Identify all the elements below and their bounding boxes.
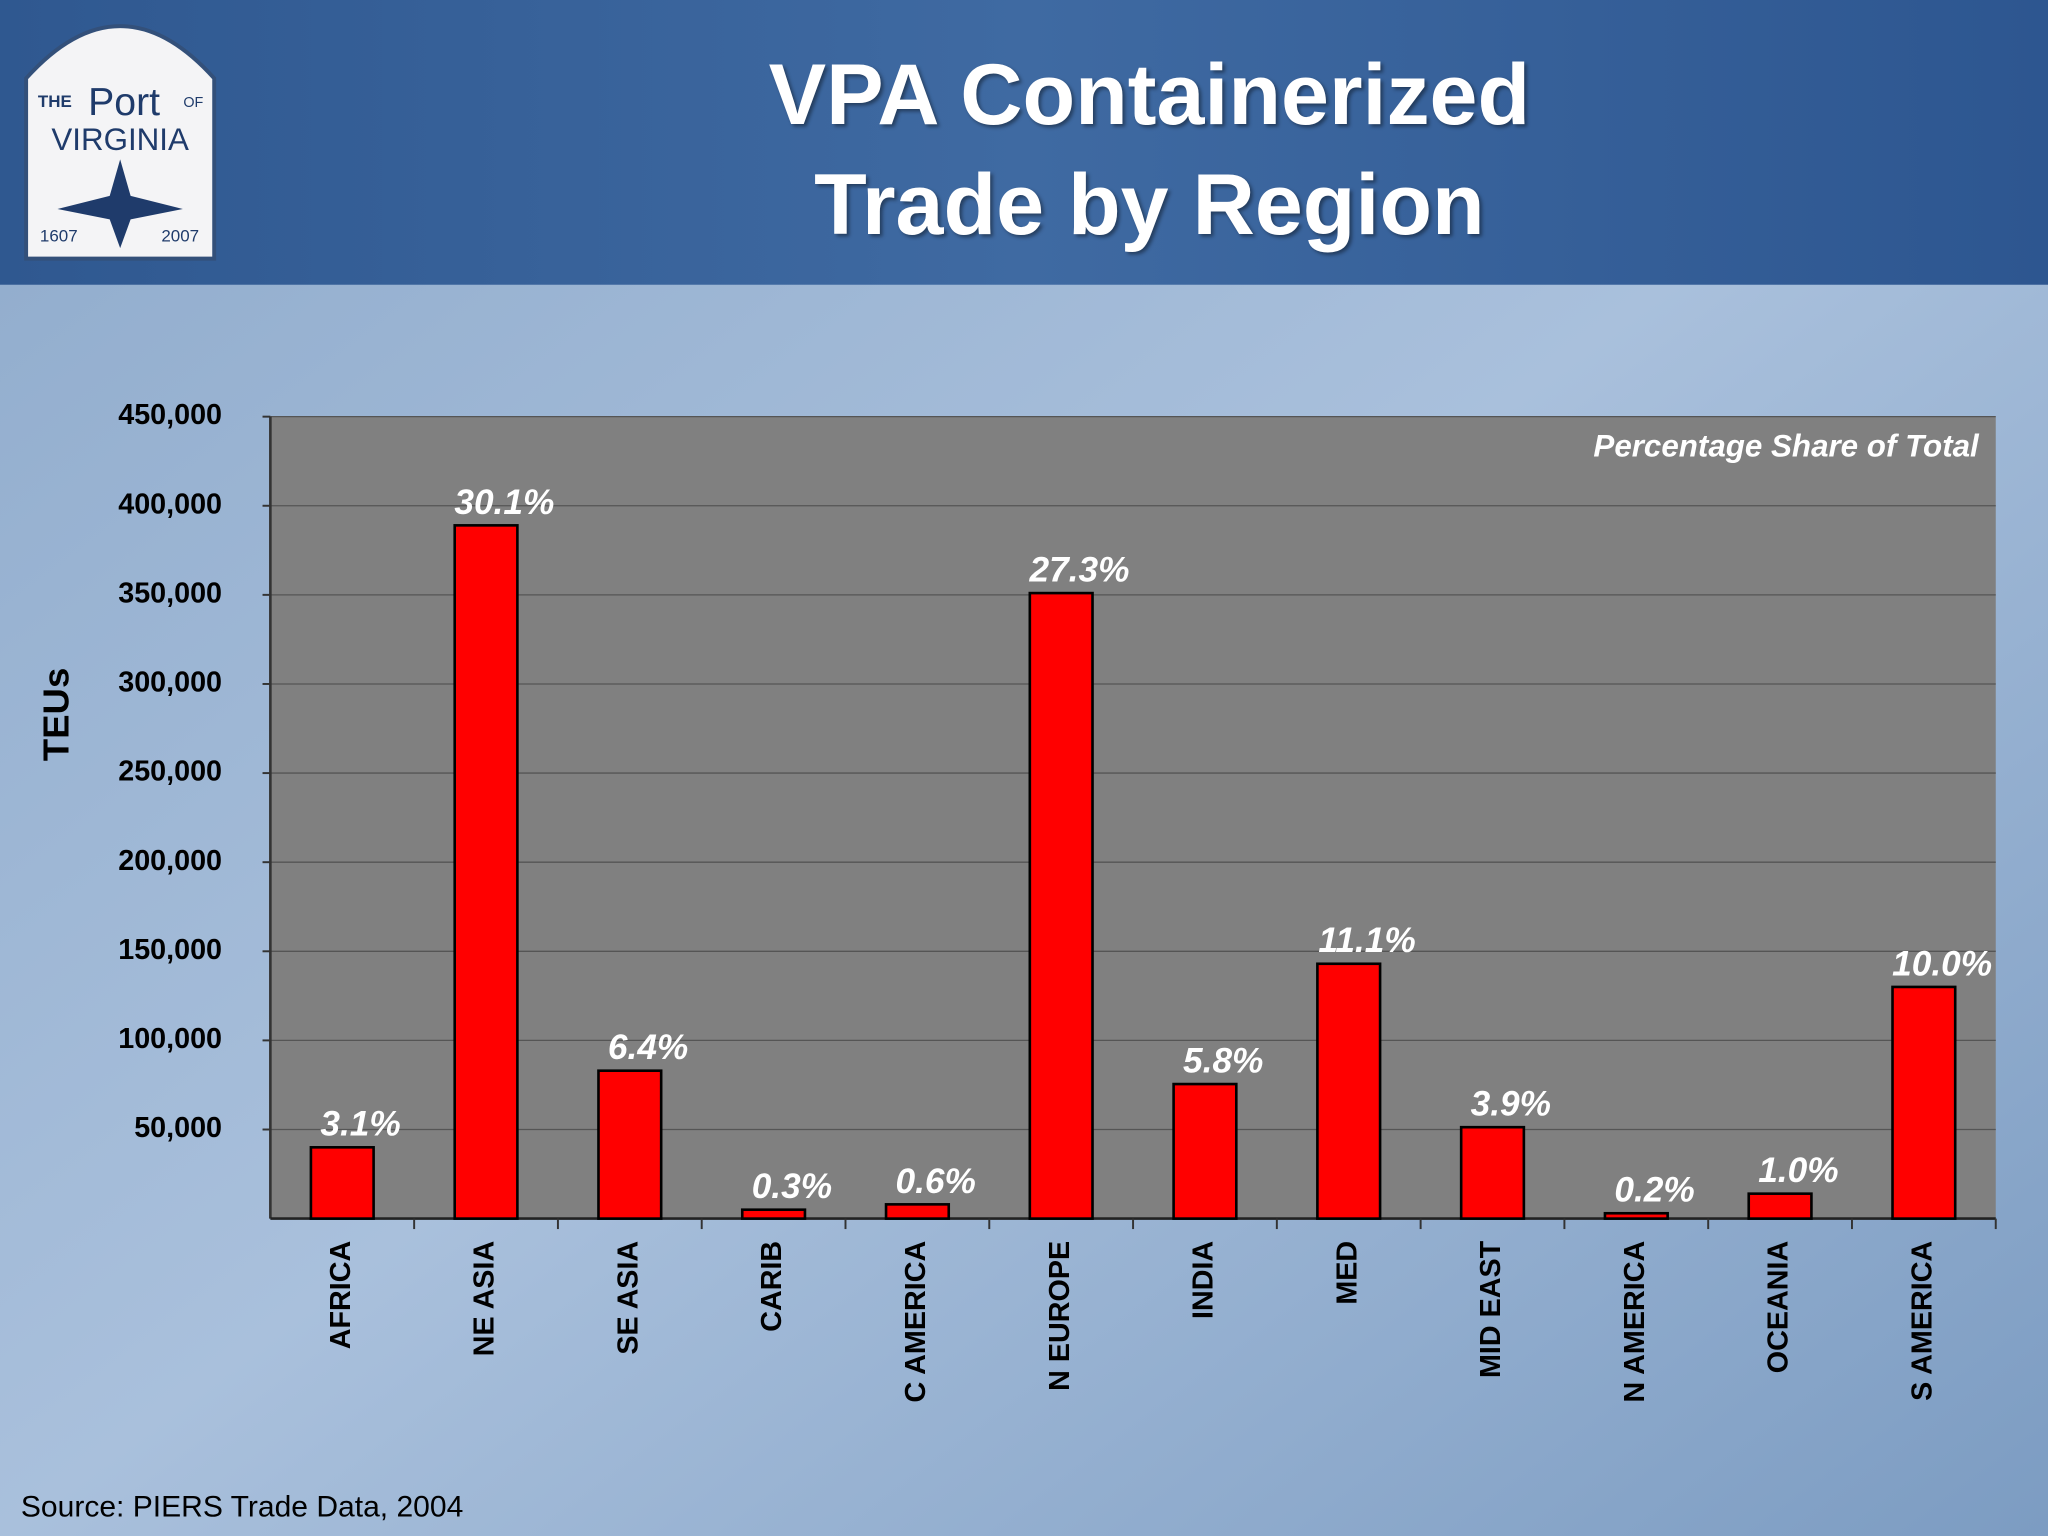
- plot-area: [270, 416, 1996, 1219]
- chart-title: VPA Containerized Trade by Region: [768, 45, 1531, 253]
- y-axis-label: TEUs: [35, 668, 76, 761]
- y-tick-label: 400,000: [118, 488, 222, 520]
- logo-compass: [57, 159, 183, 249]
- x-tick-label: CARIB: [756, 1241, 788, 1332]
- x-tick-label: SE ASIA: [612, 1241, 644, 1355]
- logo-text: 1607: [40, 227, 78, 246]
- data-label: 27.3%: [1028, 550, 1129, 589]
- bar: [884, 1203, 951, 1220]
- data-label: 3.1%: [320, 1105, 400, 1144]
- x-tick-label: NE ASIA: [469, 1241, 501, 1356]
- bar: [309, 1146, 375, 1220]
- x-tick-label: C AMERICA: [900, 1241, 932, 1403]
- data-label: 5.8%: [1183, 1041, 1263, 1080]
- y-tick-label: 350,000: [118, 577, 222, 609]
- bar: [1316, 962, 1382, 1220]
- data-label: 1.0%: [1758, 1151, 1838, 1190]
- bar: [1603, 1211, 1669, 1220]
- title-box: VPA Containerized Trade by Region: [768, 45, 1531, 253]
- bar: [1891, 985, 1957, 1220]
- logo-badge: [24, 24, 217, 261]
- logo-text: THE: [38, 92, 72, 111]
- header-band: [0, 0, 2048, 285]
- source-note: Source: PIERS Trade Data, 2004: [21, 1491, 463, 1524]
- data-label: 11.1%: [1318, 921, 1415, 960]
- logo: THE Port OF VIRGINIA 1607 2007: [24, 24, 217, 261]
- bar: [740, 1208, 807, 1220]
- x-tick-label: MED: [1331, 1241, 1363, 1305]
- y-tick-label: 150,000: [118, 934, 222, 966]
- data-label: 0.6%: [895, 1162, 975, 1201]
- data-label: 10.0%: [1892, 944, 1992, 983]
- x-tick-label: N EUROPE: [1044, 1241, 1076, 1391]
- data-label: 30.1%: [454, 483, 554, 522]
- data-label: 0.3%: [752, 1167, 832, 1206]
- bar: [1459, 1125, 1526, 1220]
- logo-text: VIRGINIA: [51, 122, 189, 157]
- x-tick-label: MID EAST: [1475, 1240, 1507, 1378]
- y-tick-label: 50,000: [134, 1112, 222, 1144]
- y-tick-label: 250,000: [118, 756, 222, 788]
- bar: [1172, 1082, 1238, 1220]
- x-tick-label: AFRICA: [325, 1241, 357, 1349]
- y-tick-label: 200,000: [118, 845, 222, 877]
- bar: [1028, 591, 1094, 1220]
- bar: [453, 524, 519, 1220]
- y-tick-label: 300,000: [118, 667, 222, 699]
- logo-text: Port: [88, 81, 160, 124]
- logo-text: 2007: [161, 227, 199, 246]
- y-tick-label: 450,000: [118, 399, 222, 431]
- x-tick-label: N AMERICA: [1619, 1241, 1651, 1403]
- x-tick-label: INDIA: [1188, 1241, 1220, 1319]
- x-tick-label: S AMERICA: [1906, 1241, 1938, 1401]
- bar: [1747, 1192, 1813, 1220]
- x-tick-label: OCEANIA: [1763, 1241, 1795, 1373]
- annotation: Percentage Share of Total: [1593, 428, 1980, 463]
- data-label: 3.9%: [1471, 1085, 1551, 1124]
- bar: [597, 1069, 663, 1220]
- data-label: 6.4%: [608, 1028, 688, 1067]
- logo-text: OF: [183, 95, 203, 111]
- y-tick-label: 100,000: [118, 1023, 222, 1055]
- data-label: 0.2%: [1614, 1171, 1694, 1210]
